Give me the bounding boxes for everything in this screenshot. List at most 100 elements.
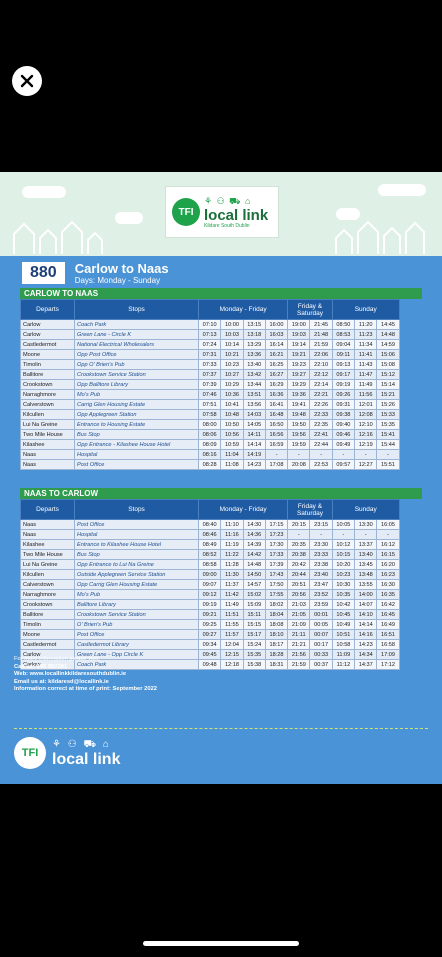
time-cell: 14:42 xyxy=(242,549,266,560)
time-cell: - xyxy=(264,449,289,460)
time-cell: 15:51 xyxy=(376,459,400,470)
time-cell: 08:58 xyxy=(197,559,222,570)
time-cell: 07:33 xyxy=(197,359,222,370)
time-cell: 21:21 xyxy=(287,639,311,650)
departs-cell: Naas xyxy=(20,459,75,470)
table-row: Crookstown Opp Ballitore Library 07:39 10:2… xyxy=(20,379,422,390)
home-indicator[interactable] xyxy=(143,941,299,946)
stop-cell: Hospital xyxy=(74,449,199,460)
time-cell: 11:20 xyxy=(354,319,378,330)
table-row: Crookstown Ballitore Library 09:19 11:49 15:… xyxy=(20,599,422,610)
time-cell: 15:02 xyxy=(242,589,266,600)
time-cell: 11:12 xyxy=(331,659,356,670)
time-cell: 20:35 xyxy=(287,539,311,550)
stop-cell: Crookstown Service Station xyxy=(74,609,199,620)
time-cell: 14:48 xyxy=(376,329,400,340)
time-cell: 16:58 xyxy=(376,639,400,650)
time-cell: 11:55 xyxy=(220,619,244,630)
stop-cell: Ballitore Library xyxy=(74,599,199,610)
time-cell: 09:57 xyxy=(331,459,356,470)
houses-right-illustration xyxy=(335,220,425,254)
time-cell: 12:16 xyxy=(354,429,378,440)
time-cell: 10:45 xyxy=(331,609,356,620)
time-cell: 23:15 xyxy=(309,519,333,530)
time-cell: 22:44 xyxy=(309,439,333,450)
time-cell: 10:23 xyxy=(220,359,244,370)
time-cell: 08:50 xyxy=(331,319,356,330)
time-cell: 15:12 xyxy=(376,369,400,380)
time-cell: 11:49 xyxy=(220,599,244,610)
departs-cell: Ballitore xyxy=(20,609,75,620)
time-cell: 13:45 xyxy=(354,559,378,570)
time-cell: - xyxy=(309,449,333,460)
time-cell: 17:15 xyxy=(264,519,289,530)
stop-cell: Opp Carrig Glen Housing Estate xyxy=(74,579,199,590)
time-cell: 10:49 xyxy=(331,619,356,630)
time-cell: 09:00 xyxy=(197,569,222,580)
time-cell: 11:57 xyxy=(220,629,244,640)
time-cell: - xyxy=(354,449,378,460)
time-cell: 12:08 xyxy=(354,409,378,420)
time-cell: 11:41 xyxy=(354,349,378,360)
footer-tfi-badge: TFI xyxy=(14,737,46,769)
time-cell: 10:29 xyxy=(220,379,244,390)
time-cell: 10:03 xyxy=(220,329,244,340)
close-button[interactable] xyxy=(12,66,42,96)
time-cell: 16:56 xyxy=(264,429,289,440)
table-row: Narraghmore Mo's Pub 09:12 11:42 15:02 17:55 2… xyxy=(20,589,422,600)
table-row: Kilashee Entrance to Kilashee House Hotel… xyxy=(20,539,422,550)
time-cell: 10:58 xyxy=(331,639,356,650)
time-cell: 12:10 xyxy=(354,419,378,430)
stop-cell: Coach Park xyxy=(74,319,199,330)
stop-cell: National Electrical Wholesalers xyxy=(74,339,199,350)
table-row: Naas Post Office 08:40 11:10 14:30 17:15 20:15… xyxy=(20,519,422,530)
time-cell: 17:50 xyxy=(264,579,289,590)
time-cell: 23:47 xyxy=(309,579,333,590)
time-cell: 09:17 xyxy=(331,369,356,380)
time-cell: 16:25 xyxy=(264,359,289,370)
time-cell: 16:48 xyxy=(264,409,289,420)
time-cell: 09:19 xyxy=(331,379,356,390)
stop-cell: Opp Ballitore Library xyxy=(74,379,199,390)
departs-cell: Naas xyxy=(20,519,75,530)
time-cell: 16:05 xyxy=(376,519,400,530)
header-mon-fri: Monday - Friday xyxy=(197,499,289,520)
table-row: Lui Na Greine Opp Entrance to Lui Na Grei… xyxy=(20,559,422,570)
time-cell: 14:36 xyxy=(242,529,266,540)
time-cell: 13:30 xyxy=(354,519,378,530)
time-cell: 10:23 xyxy=(331,569,356,580)
table-row: Calverstown Opp Carrig Glen Housing Estat… xyxy=(20,579,422,590)
time-cell: 16:20 xyxy=(376,559,400,570)
time-cell: 16:12 xyxy=(376,539,400,550)
time-cell: 12:27 xyxy=(354,459,378,470)
time-cell: 11:56 xyxy=(354,389,378,400)
time-cell: 00:37 xyxy=(309,659,333,670)
time-cell: 22:53 xyxy=(309,459,333,470)
time-cell: 15:15 xyxy=(242,619,266,630)
time-cell: 14:00 xyxy=(354,589,378,600)
table-row: Timolin Opp O' Brien's Pub 07:33 10:23 13:40… xyxy=(20,359,422,370)
time-cell: 15:35 xyxy=(376,419,400,430)
header-fri-sat: Friday & Saturday xyxy=(287,299,333,320)
time-cell: 15:21 xyxy=(376,389,400,400)
time-cell: 00:17 xyxy=(309,639,333,650)
time-cell: 13:44 xyxy=(242,379,266,390)
time-cell: 17:23 xyxy=(264,529,289,540)
time-cell: 16:15 xyxy=(376,549,400,560)
time-cell: 14:14 xyxy=(242,439,266,450)
time-cell: 16:42 xyxy=(376,599,400,610)
time-cell: 13:48 xyxy=(354,569,378,580)
time-cell: 00:01 xyxy=(309,609,333,620)
time-cell: 14:19 xyxy=(242,449,266,460)
departs-cell: Lui Na Greine xyxy=(20,419,75,430)
time-cell: 19:00 xyxy=(287,319,311,330)
departs-cell: Lui Na Greine xyxy=(20,559,75,570)
time-cell: 14:07 xyxy=(354,599,378,610)
time-cell: 15:44 xyxy=(376,439,400,450)
time-cell: 11:30 xyxy=(220,569,244,580)
time-cell: 22:14 xyxy=(309,379,333,390)
time-cell: 14:23 xyxy=(242,459,266,470)
time-cell: 17:39 xyxy=(264,559,289,570)
stop-cell: Bus Stop xyxy=(74,549,199,560)
table-row: Narraghmore Mo's Pub 07:46 10:36 13:51 16:36 1… xyxy=(20,389,422,400)
